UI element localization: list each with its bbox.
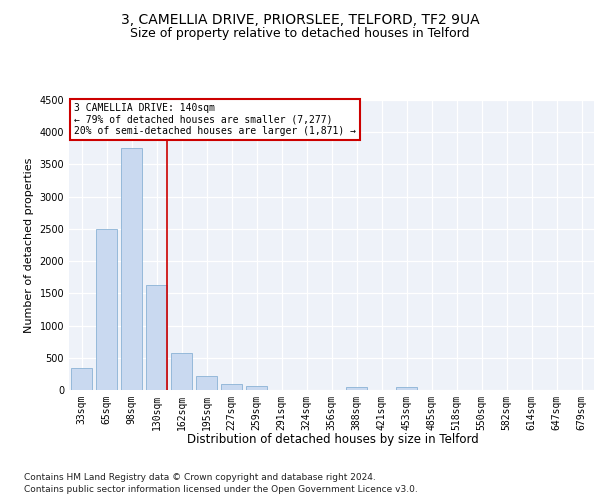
- Bar: [221, 384, 242, 390]
- Bar: [396, 387, 417, 390]
- Bar: [71, 368, 92, 390]
- Bar: [146, 286, 167, 390]
- Text: Distribution of detached houses by size in Telford: Distribution of detached houses by size …: [187, 432, 479, 446]
- Text: 3, CAMELLIA DRIVE, PRIORSLEE, TELFORD, TF2 9UA: 3, CAMELLIA DRIVE, PRIORSLEE, TELFORD, T…: [121, 12, 479, 26]
- Bar: [246, 386, 267, 390]
- Text: Size of property relative to detached houses in Telford: Size of property relative to detached ho…: [130, 28, 470, 40]
- Bar: [96, 229, 117, 390]
- Text: Contains HM Land Registry data © Crown copyright and database right 2024.: Contains HM Land Registry data © Crown c…: [24, 472, 376, 482]
- Bar: [196, 376, 217, 390]
- Bar: [171, 352, 192, 390]
- Bar: [346, 387, 367, 390]
- Text: 3 CAMELLIA DRIVE: 140sqm
← 79% of detached houses are smaller (7,277)
20% of sem: 3 CAMELLIA DRIVE: 140sqm ← 79% of detach…: [74, 103, 356, 136]
- Text: Contains public sector information licensed under the Open Government Licence v3: Contains public sector information licen…: [24, 485, 418, 494]
- Y-axis label: Number of detached properties: Number of detached properties: [24, 158, 34, 332]
- Bar: [121, 148, 142, 390]
